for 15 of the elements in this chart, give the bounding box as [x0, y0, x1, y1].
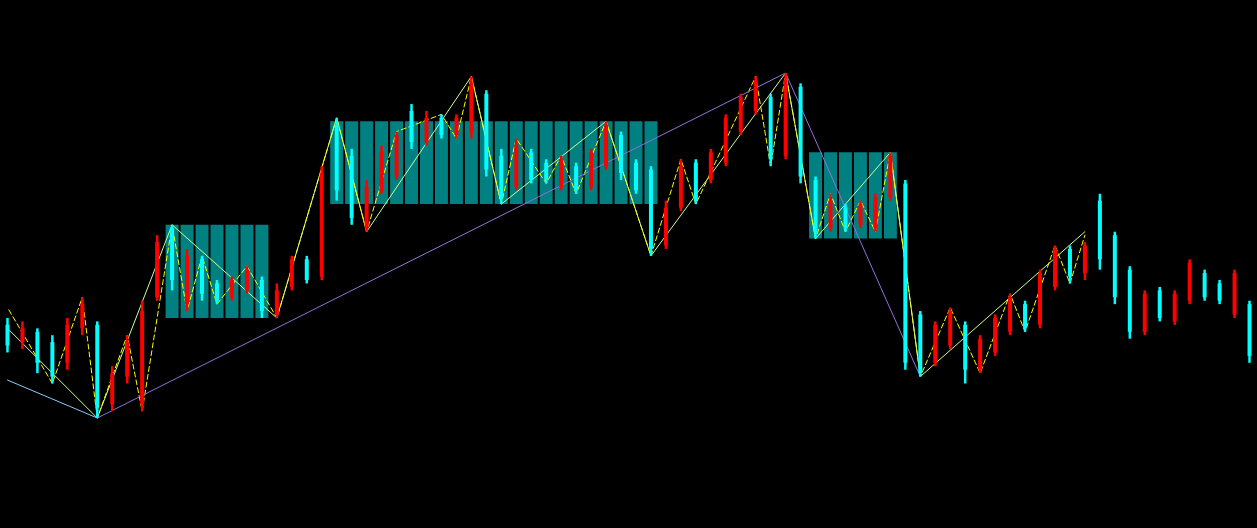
- candlestick: [858, 199, 863, 230]
- candlestick: [229, 275, 234, 302]
- candlestick: [454, 113, 459, 140]
- candlestick: [200, 254, 205, 302]
- candlestick: [439, 113, 444, 140]
- candlestick: [244, 264, 249, 296]
- candlestick: [304, 254, 309, 285]
- candlestick: [1217, 278, 1222, 306]
- candlestick: [843, 202, 848, 233]
- candlestick: [5, 316, 10, 354]
- candlestick: [1052, 244, 1057, 292]
- candlestick: [544, 158, 549, 185]
- candlestick: [1038, 268, 1043, 330]
- candlestick: [214, 278, 219, 306]
- candlestick: [20, 320, 25, 351]
